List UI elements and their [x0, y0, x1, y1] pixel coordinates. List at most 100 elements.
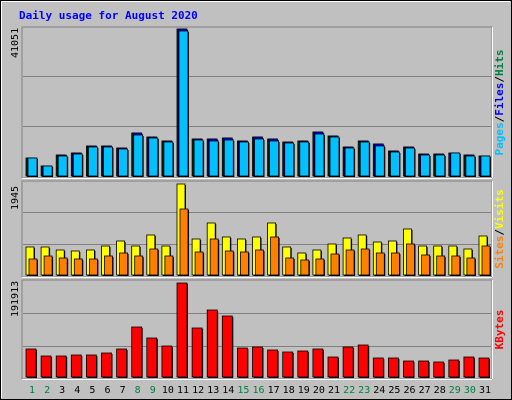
day-label-13: 13	[207, 385, 219, 396]
legend-top-item: /	[493, 115, 506, 122]
legend-top-item: Files	[493, 83, 506, 116]
bar-kbytes-day-18	[282, 351, 294, 378]
day-label-22: 22	[343, 385, 355, 396]
bar-pages-day-3	[57, 155, 68, 177]
day-label-23: 23	[358, 385, 370, 396]
day-label-20: 20	[313, 385, 325, 396]
bar-pages-day-18	[284, 142, 295, 177]
bar-sites-day-9	[149, 248, 159, 276]
day-label-15: 15	[237, 385, 249, 396]
day-label-25: 25	[388, 385, 400, 396]
panel-top	[21, 26, 493, 179]
panel-top-bars	[25, 28, 491, 177]
bar-sites-day-31	[481, 245, 491, 276]
day-label-12: 12	[192, 385, 204, 396]
legend-top: Pages/Files/Hits	[493, 50, 506, 156]
bar-sites-day-2	[43, 255, 53, 276]
bar-pages-day-12	[193, 139, 204, 177]
bar-kbytes-day-14	[221, 315, 233, 378]
day-label-24: 24	[373, 385, 385, 396]
bar-pages-day-29	[450, 152, 461, 177]
bar-pages-day-31	[480, 155, 491, 177]
bar-kbytes-day-26	[403, 360, 414, 378]
bar-kbytes-day-13	[206, 309, 218, 378]
legend-middle: Sites/Visits	[493, 189, 506, 269]
panel-top-max-label: 41051	[10, 28, 21, 58]
bar-sites-day-29	[451, 255, 461, 276]
bar-pages-day-8	[133, 134, 144, 177]
panel-middle-max-label: 1945	[10, 186, 21, 210]
bar-kbytes-day-16	[252, 346, 263, 378]
bar-kbytes-day-30	[463, 356, 475, 378]
bar-pages-day-23	[359, 141, 370, 177]
bar-sites-day-24	[375, 252, 385, 276]
day-label-17: 17	[268, 385, 280, 396]
bar-kbytes-day-1	[25, 348, 37, 378]
day-label-26: 26	[403, 385, 415, 396]
bar-kbytes-day-20	[312, 348, 324, 378]
bar-kbytes-day-22	[342, 346, 354, 378]
day-label-14: 14	[222, 385, 234, 396]
bar-kbytes-day-17	[267, 349, 279, 378]
bar-sites-day-7	[119, 252, 128, 276]
bar-pages-day-4	[72, 153, 83, 177]
legend-middle-item: Sites	[493, 236, 506, 269]
day-label-2: 2	[44, 385, 50, 396]
bar-pages-day-2	[42, 165, 53, 177]
bar-pages-day-21	[329, 136, 340, 177]
bar-pages-day-30	[465, 155, 476, 177]
legend-bottom-item: KBytes	[493, 310, 506, 350]
bar-kbytes-day-31	[478, 357, 490, 378]
bar-kbytes-day-11	[176, 282, 188, 378]
bar-kbytes-day-27	[418, 360, 430, 378]
day-label-3: 3	[59, 385, 65, 396]
bar-sites-day-30	[466, 257, 476, 276]
bar-kbytes-day-9	[146, 337, 158, 378]
bar-kbytes-day-3	[55, 355, 67, 378]
legend-top-item: Hits	[493, 50, 506, 77]
bar-sites-day-13	[209, 238, 219, 276]
bar-sites-day-19	[300, 259, 310, 276]
day-label-27: 27	[419, 385, 431, 396]
x-axis-day-labels: 1 2 3 4 5 6 7 8 9 10 11 12 13 14 15 16 17 18 19 20 21 22 23 24 2…	[29, 385, 491, 396]
bar-kbytes-day-6	[101, 352, 112, 378]
bar-pages-day-7	[118, 148, 128, 177]
bar-sites-day-28	[436, 255, 446, 276]
legend-top-item: /	[493, 76, 506, 83]
bar-kbytes-day-15	[236, 347, 248, 378]
day-label-1: 1	[29, 385, 35, 396]
day-label-29: 29	[449, 385, 461, 396]
bar-pages-day-16	[254, 138, 264, 177]
bar-pages-day-13	[208, 140, 219, 177]
bar-pages-day-25	[389, 151, 400, 177]
bar-sites-day-25	[390, 252, 400, 276]
bar-pages-day-20	[314, 133, 325, 177]
bar-sites-day-15	[239, 251, 249, 276]
day-label-5: 5	[89, 385, 95, 396]
bar-kbytes-day-19	[297, 350, 309, 378]
bar-sites-day-16	[255, 249, 264, 276]
panel-middle-bars	[25, 183, 491, 276]
day-label-6: 6	[104, 385, 110, 396]
bar-pages-day-28	[435, 154, 446, 177]
day-label-4: 4	[74, 385, 80, 396]
bar-sites-day-10	[164, 255, 174, 276]
panel-bottom-bars	[25, 282, 490, 378]
bar-sites-day-12	[194, 251, 204, 276]
bar-kbytes-day-12	[191, 327, 203, 378]
bar-sites-day-8	[134, 255, 144, 276]
bar-pages-day-27	[420, 154, 431, 177]
bar-kbytes-day-28	[433, 361, 445, 378]
bar-sites-day-21	[330, 253, 340, 276]
bar-kbytes-day-24	[372, 357, 384, 378]
legend-middle-item: /	[493, 229, 506, 236]
bar-pages-day-24	[374, 145, 385, 177]
panel-bottom	[21, 279, 493, 380]
bar-sites-day-4	[73, 258, 83, 276]
bar-pages-day-22	[344, 147, 355, 177]
bar-pages-day-26	[405, 147, 415, 177]
day-label-11: 11	[177, 385, 189, 396]
bar-sites-day-5	[89, 258, 98, 276]
bar-sites-day-27	[421, 254, 431, 276]
bar-pages-day-10	[163, 141, 174, 177]
